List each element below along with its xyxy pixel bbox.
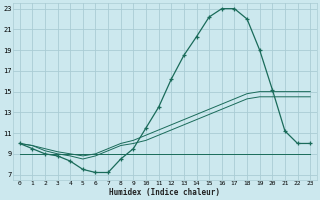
X-axis label: Humidex (Indice chaleur): Humidex (Indice chaleur) bbox=[109, 188, 220, 197]
